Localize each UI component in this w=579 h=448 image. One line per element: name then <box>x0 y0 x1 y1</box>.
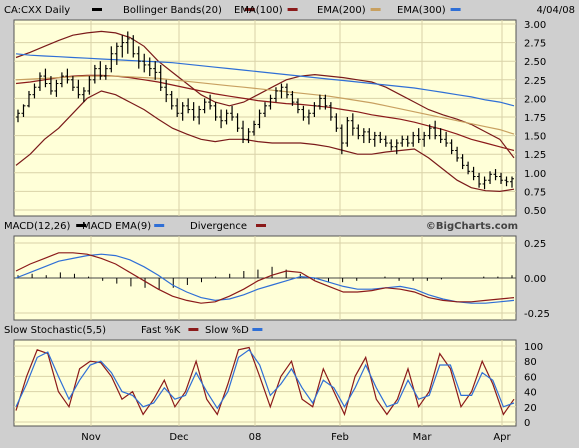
price-y-tick-label: 1.75 <box>524 113 546 124</box>
price-series-line <box>15 90 515 193</box>
macd-line <box>15 253 515 304</box>
macd-legend-label: Divergence <box>190 221 247 232</box>
macd-legend-swatch <box>76 224 87 227</box>
slow-d-line <box>15 348 515 410</box>
price-y-tick-label: 3.00 <box>524 20 546 31</box>
stochastic-legend-swatch <box>252 328 263 331</box>
price-y-tick-label: 0.75 <box>524 187 546 198</box>
price-legend-swatch <box>370 8 381 11</box>
stochastic-y-tick-label: 60 <box>524 372 537 383</box>
macd-legend-label: MACD(12,26) <box>4 221 71 232</box>
stochastic-y-tick-label: 80 <box>524 357 537 368</box>
date-label: 4/04/08 <box>536 5 575 16</box>
x-tick-label: Dec <box>169 432 188 443</box>
price-series-line <box>15 53 515 107</box>
x-tick-label: Apr <box>493 432 511 443</box>
macd-y-tick-label: 0.00 <box>524 274 546 285</box>
price-y-tick-label: 1.50 <box>524 132 546 143</box>
stochastic-y-tick-label: 40 <box>524 388 537 399</box>
price-legend-label: EMA(100) <box>234 5 283 16</box>
x-tick-label: 08 <box>249 432 262 443</box>
symbol-swatch <box>92 8 102 11</box>
x-tick-label: Nov <box>81 432 101 443</box>
macd-legend-label: MACD EMA(9) <box>82 221 151 232</box>
price-panel <box>13 19 517 217</box>
price-series-line <box>15 75 515 135</box>
price-y-tick-label: 1.25 <box>524 150 546 161</box>
stochastic-panel <box>13 339 517 427</box>
stochastic-legend-label: Slow Stochastic(5,5) <box>4 325 106 336</box>
macd-legend-swatch <box>256 224 266 227</box>
macd-y-tick-label: 0.25 <box>524 239 546 250</box>
macd-y-tick-label: -0.25 <box>524 309 550 320</box>
stochastic-legend-swatch <box>188 328 199 331</box>
price-series-line <box>15 30 515 159</box>
x-tick-label: Feb <box>331 432 349 443</box>
price-legend-swatch <box>244 8 255 11</box>
watermark: ©BigCharts.com <box>426 221 518 232</box>
price-y-tick-label: 1.00 <box>524 169 546 180</box>
stochastic-legend-label: Slow %D <box>205 325 249 336</box>
price-legend-label: EMA(300) <box>397 5 446 16</box>
price-y-tick-label: 2.00 <box>524 94 546 105</box>
macd-signal-line <box>15 252 515 304</box>
price-legend-label: EMA(200) <box>317 5 366 16</box>
price-y-tick-label: 2.50 <box>524 57 546 68</box>
macd-legend-swatch <box>154 224 165 227</box>
price-legend-label: Bollinger Bands(20) <box>123 5 222 16</box>
price-y-tick-label: 2.75 <box>524 39 546 50</box>
x-tick-label: Mar <box>413 432 433 443</box>
price-legend-swatch <box>450 8 461 11</box>
price-legend-swatch <box>287 8 298 11</box>
stochastic-y-tick-label: 0 <box>524 418 530 429</box>
price-y-tick-label: 0.50 <box>524 206 546 217</box>
symbol-label: CA:CXX Daily <box>4 5 70 16</box>
price-series-line <box>15 74 515 152</box>
price-y-tick-label: 2.25 <box>524 76 546 87</box>
stochastic-legend-label: Fast %K <box>141 325 181 336</box>
stochastic-y-tick-label: 100 <box>524 342 543 353</box>
stochastic-y-tick-label: 20 <box>524 403 537 414</box>
